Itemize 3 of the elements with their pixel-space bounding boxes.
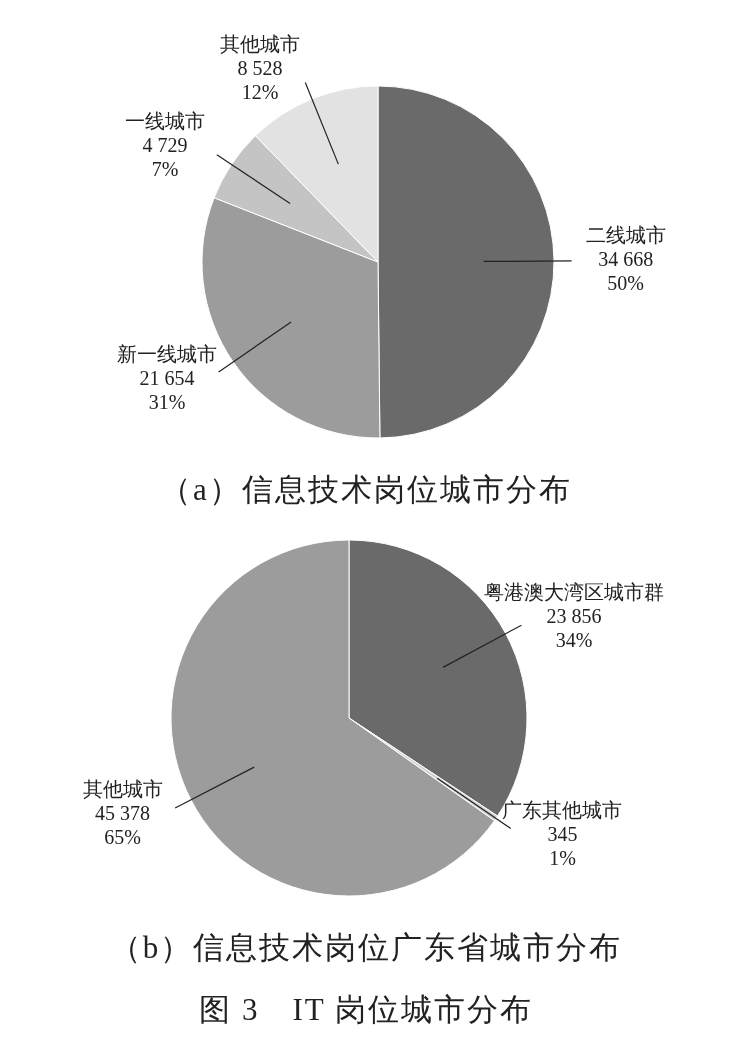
caption: 图 3 IT 岗位城市分布 bbox=[199, 992, 533, 1027]
text: （b）信息技术岗位广东省城市分布 bbox=[109, 930, 623, 965]
text: （a）信息技术岗位城市分布 bbox=[160, 472, 572, 507]
